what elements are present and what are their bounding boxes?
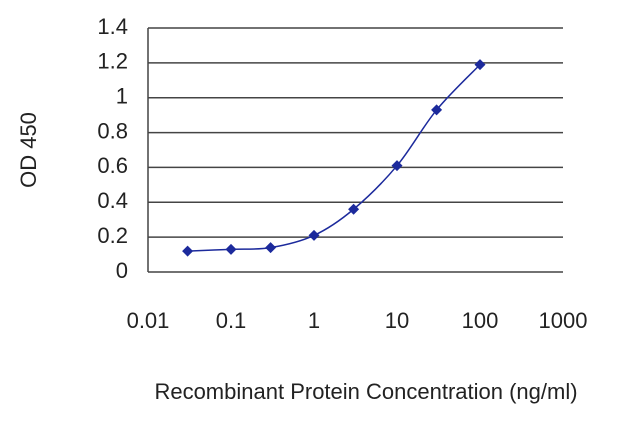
y-axis-title: OD 450 [16, 112, 41, 188]
data-point [182, 245, 194, 257]
y-tick-label: 0.2 [97, 223, 128, 248]
y-tick-label: 1.2 [97, 49, 128, 74]
data-point [431, 104, 443, 116]
y-tick-label: 1 [116, 84, 128, 109]
data-point [391, 160, 403, 172]
y-tick-label: 0.6 [97, 153, 128, 178]
data-point [308, 229, 320, 241]
data-point [474, 59, 486, 71]
x-tick-label: 10 [385, 308, 409, 333]
x-tick-label: 0.01 [127, 308, 170, 333]
data-point [225, 243, 237, 255]
data-point [265, 242, 277, 254]
y-tick-label: 0 [116, 258, 128, 283]
y-tick-label: 0.8 [97, 118, 128, 143]
x-axis-title: Recombinant Protein Concentration (ng/ml… [154, 379, 577, 404]
data-point [348, 203, 360, 215]
x-tick-label: 100 [462, 308, 499, 333]
x-tick-label: 1 [308, 308, 320, 333]
y-tick-label: 0.4 [97, 188, 128, 213]
x-tick-label: 0.1 [216, 308, 247, 333]
y-tick-label: 1.4 [97, 14, 128, 39]
data-line [187, 64, 481, 252]
x-tick-label: 1000 [539, 308, 588, 333]
